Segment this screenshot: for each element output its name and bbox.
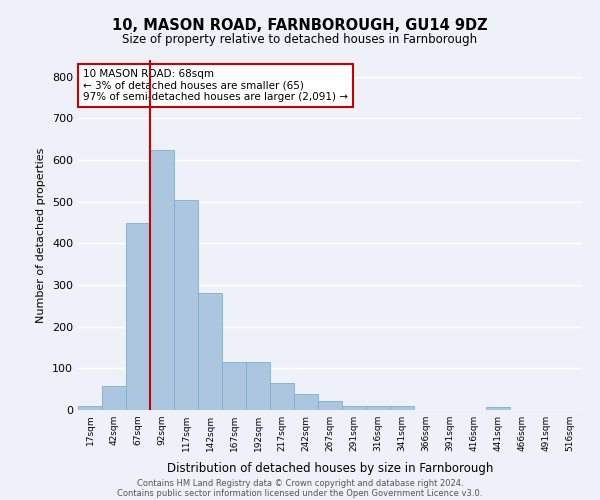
Bar	[318, 401, 342, 410]
Bar	[486, 407, 510, 410]
Bar	[366, 406, 390, 410]
Bar	[126, 222, 150, 410]
Bar	[198, 294, 222, 410]
Bar	[342, 406, 366, 410]
Bar	[78, 406, 102, 410]
Bar	[390, 406, 414, 410]
X-axis label: Distribution of detached houses by size in Farnborough: Distribution of detached houses by size …	[167, 462, 493, 475]
Bar	[246, 362, 270, 410]
Text: Contains public sector information licensed under the Open Government Licence v3: Contains public sector information licen…	[118, 488, 482, 498]
Bar	[150, 150, 174, 410]
Bar	[270, 383, 294, 410]
Y-axis label: Number of detached properties: Number of detached properties	[37, 148, 46, 322]
Bar	[222, 362, 246, 410]
Text: 10, MASON ROAD, FARNBOROUGH, GU14 9DZ: 10, MASON ROAD, FARNBOROUGH, GU14 9DZ	[112, 18, 488, 32]
Text: Size of property relative to detached houses in Farnborough: Size of property relative to detached ho…	[122, 32, 478, 46]
Text: 10 MASON ROAD: 68sqm
← 3% of detached houses are smaller (65)
97% of semi-detach: 10 MASON ROAD: 68sqm ← 3% of detached ho…	[83, 69, 348, 102]
Bar	[102, 386, 126, 410]
Text: Contains HM Land Registry data © Crown copyright and database right 2024.: Contains HM Land Registry data © Crown c…	[137, 478, 463, 488]
Bar	[294, 394, 318, 410]
Bar	[174, 200, 198, 410]
